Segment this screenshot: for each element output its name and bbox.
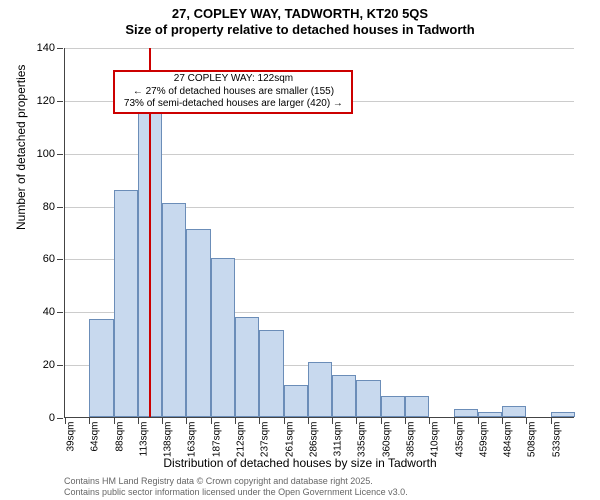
x-tick-label: 360sqm <box>381 422 392 458</box>
x-tick-label: 163sqm <box>187 422 198 458</box>
y-tick-label: 60 <box>43 253 55 265</box>
y-tick-label: 80 <box>43 201 55 213</box>
grid-line <box>65 48 574 49</box>
x-tick-label: 113sqm <box>138 422 149 457</box>
x-tick-label: 39sqm <box>66 422 77 452</box>
y-tick-label: 40 <box>43 306 55 318</box>
histogram-bar <box>284 385 308 417</box>
y-tick <box>57 207 63 208</box>
histogram-bar <box>211 258 235 417</box>
x-tick-label: 435sqm <box>454 422 465 458</box>
histogram-bar <box>308 362 332 418</box>
histogram-bar <box>162 203 186 417</box>
y-tick-label: 140 <box>37 42 55 54</box>
histogram-bar <box>332 375 356 417</box>
histogram-bar <box>381 396 405 417</box>
title-line-2: Size of property relative to detached ho… <box>0 22 600 38</box>
histogram-bar <box>259 330 283 417</box>
histogram-bar <box>502 406 526 417</box>
x-tick-label: 261sqm <box>284 422 295 458</box>
histogram-bar <box>186 229 210 417</box>
y-tick-label: 20 <box>43 359 55 371</box>
annotation-line: 27 COPLEY WAY: 122sqm <box>118 73 348 86</box>
x-tick-label: 385sqm <box>406 422 417 458</box>
histogram-bar <box>114 190 138 417</box>
x-tick-label: 335sqm <box>357 422 368 458</box>
x-tick-label: 459sqm <box>478 422 489 458</box>
x-tick-label: 311sqm <box>333 422 344 457</box>
y-tick <box>57 154 63 155</box>
histogram-bar <box>454 409 478 417</box>
y-tick <box>57 48 63 49</box>
y-tick <box>57 312 63 313</box>
x-tick-label: 138sqm <box>163 422 174 458</box>
y-tick <box>57 101 63 102</box>
x-tick-label: 187sqm <box>211 422 222 458</box>
y-tick <box>57 365 63 366</box>
y-tick <box>57 259 63 260</box>
footer-line-2: Contains public sector information licen… <box>64 487 408 498</box>
x-tick-label: 64sqm <box>90 422 101 452</box>
x-tick-label: 410sqm <box>430 422 441 458</box>
x-tick-label: 533sqm <box>551 422 562 458</box>
x-tick-label: 484sqm <box>503 422 514 458</box>
y-tick-label: 100 <box>37 148 55 160</box>
x-tick-label: 212sqm <box>236 422 247 458</box>
x-tick-label: 88sqm <box>114 422 125 452</box>
footer-line-1: Contains HM Land Registry data © Crown c… <box>64 476 408 487</box>
annotation-line: ← 27% of detached houses are smaller (15… <box>118 86 348 99</box>
x-tick-label: 237sqm <box>260 422 271 458</box>
annotation-box: 27 COPLEY WAY: 122sqm← 27% of detached h… <box>113 70 353 114</box>
histogram-bar <box>356 380 380 417</box>
histogram-bar <box>405 396 429 417</box>
chart-title-block: 27, COPLEY WAY, TADWORTH, KT20 5QS Size … <box>0 0 600 39</box>
x-axis-label: Distribution of detached houses by size … <box>0 456 600 470</box>
annotation-line: 73% of semi-detached houses are larger (… <box>118 98 348 111</box>
histogram-bar <box>551 412 575 417</box>
y-axis-label: Number of detached properties <box>14 65 28 230</box>
title-line-1: 27, COPLEY WAY, TADWORTH, KT20 5QS <box>0 6 600 22</box>
histogram-bar <box>235 317 259 417</box>
y-tick-label: 120 <box>37 95 55 107</box>
footer-attribution: Contains HM Land Registry data © Crown c… <box>64 476 408 498</box>
y-tick <box>57 418 63 419</box>
x-tick-label: 286sqm <box>308 422 319 458</box>
histogram-bar <box>89 319 113 417</box>
chart-area: 02040608010012014039sqm64sqm88sqm113sqm1… <box>64 48 574 418</box>
histogram-bar <box>478 412 502 417</box>
x-tick-label: 508sqm <box>527 422 538 458</box>
y-tick-label: 0 <box>49 412 55 424</box>
plot-area: 02040608010012014039sqm64sqm88sqm113sqm1… <box>64 48 574 418</box>
